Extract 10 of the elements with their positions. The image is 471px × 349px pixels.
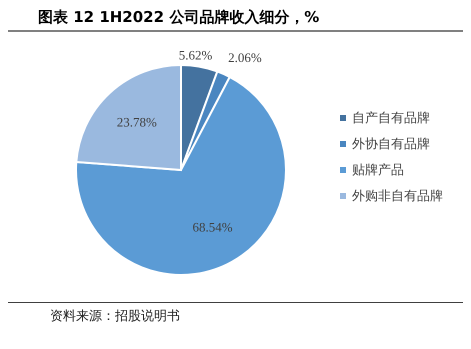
legend-label: 自产自有品牌	[352, 109, 430, 127]
data-label: 23.78%	[116, 114, 157, 130]
data-label: 2.06%	[228, 50, 262, 66]
legend-label: 外协自有品牌	[352, 135, 430, 153]
chart-title: 图表 12 1H2022 公司品牌收入细分，%	[37, 8, 320, 28]
data-label: 5.62%	[178, 47, 213, 62]
data-label: 68.54%	[192, 219, 233, 234]
text: 资料来源：招股说明书	[49, 307, 181, 325]
legend-label: 外购非自有品牌	[352, 187, 443, 205]
legend-label: 贴牌产品	[352, 161, 404, 179]
